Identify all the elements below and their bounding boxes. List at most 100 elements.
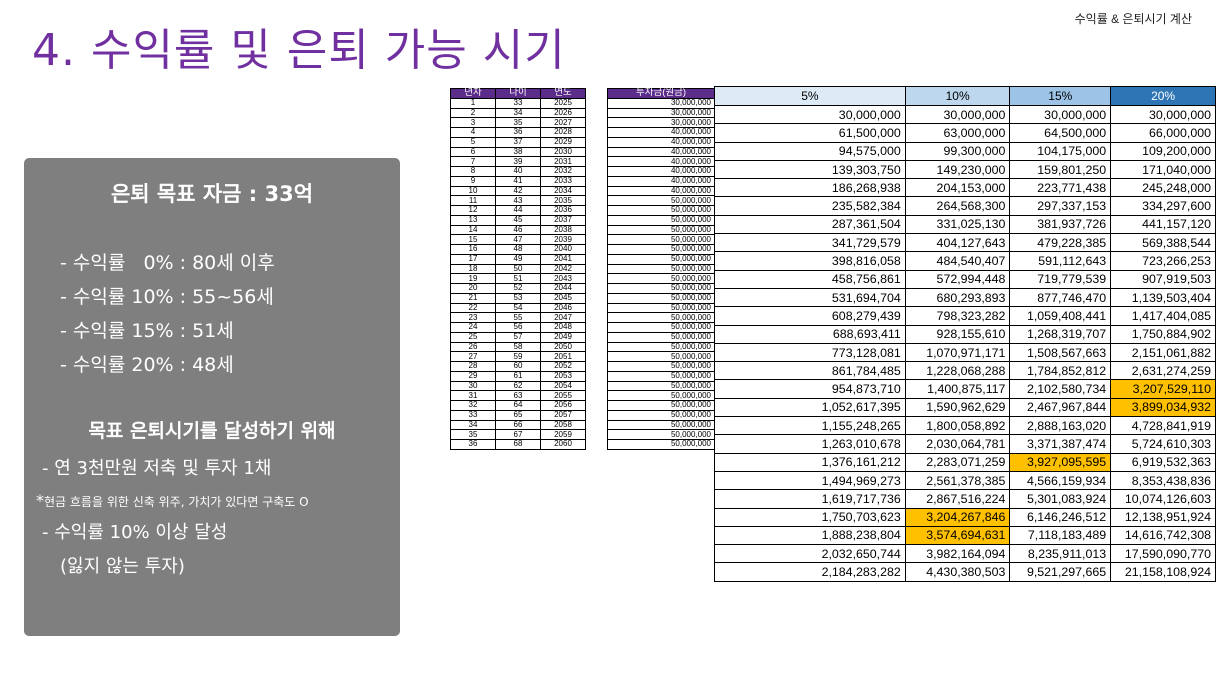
- year-cell: 2042: [540, 263, 586, 275]
- return-cell-20: 66,000,000: [1110, 123, 1216, 143]
- age-cell: 55: [495, 312, 541, 323]
- age-cell: 37: [495, 136, 541, 148]
- investment-row: 50,000,000: [607, 351, 715, 362]
- strategy-bullet-return: - 수익률 10% 이상 달성: [42, 522, 228, 543]
- age-cell: 39: [495, 156, 541, 167]
- investment-cell: 40,000,000: [607, 127, 715, 138]
- return-cell-20: 441,157,120: [1110, 214, 1216, 235]
- age-cell: 34: [495, 107, 541, 119]
- investment-row: 50,000,000: [607, 409, 715, 421]
- return-cell-5: 1,888,238,804: [714, 525, 906, 546]
- return-cell-10: 3,204,267,846: [904, 507, 1011, 527]
- investment-row: 50,000,000: [607, 312, 715, 323]
- year-cell: 2037: [540, 214, 586, 226]
- return-row: 773,128,081 1,070,971,171 1,508,567,663 2,1…: [714, 342, 1216, 363]
- year-count-cell: 6: [450, 146, 496, 158]
- return-cell-20: 6,919,532,363: [1110, 452, 1216, 472]
- age-cell: 38: [495, 146, 541, 158]
- return-row: 1,888,238,804 3,574,694,631 7,118,183,489 1…: [714, 525, 1216, 546]
- strategy-note: *현금 흐름을 위한 신축 위주, 가치가 있다면 구축도 O: [36, 491, 309, 510]
- return-row: 1,494,969,273 2,561,378,385 4,566,159,934 8…: [714, 470, 1216, 491]
- timeline-row: 22 54 2046: [450, 302, 586, 314]
- age-cell: 40: [495, 166, 541, 177]
- age-cell: 51: [495, 273, 541, 284]
- age-cell: 60: [495, 361, 541, 372]
- investment-row: 40,000,000: [607, 127, 715, 138]
- investment-cell: 50,000,000: [607, 419, 715, 431]
- return-row: 2,184,283,282 4,430,380,503 9,521,297,665 2…: [714, 562, 1216, 582]
- investment-row: 50,000,000: [607, 283, 715, 294]
- investment-row: 50,000,000: [607, 390, 715, 401]
- return-cell-10: 331,025,130: [904, 214, 1011, 235]
- year-count-cell: 19: [450, 273, 496, 284]
- note-text: 현금 흐름을 위한 신축 위주, 가치가 있다면 구축도 O: [44, 495, 309, 509]
- timeline-row: 8 40 2032: [450, 166, 586, 177]
- return-row: 30,000,000 30,000,000 30,000,000 30,000,000: [714, 104, 1216, 125]
- return-row: 1,619,717,736 2,867,516,224 5,301,083,924 1…: [714, 489, 1216, 509]
- year-count-cell: 23: [450, 312, 496, 323]
- return-cell-15: 2,888,163,020: [1009, 416, 1112, 436]
- return-cell-15: 104,175,000: [1009, 141, 1112, 161]
- return-row: 287,361,504 331,025,130 381,937,726 441,157…: [714, 214, 1216, 235]
- return-cell-15: 6,146,246,512: [1009, 507, 1112, 527]
- year-cell: 2030: [540, 146, 586, 158]
- timeline-row: 36 68 2060: [450, 439, 586, 450]
- year-count-cell: 17: [450, 253, 496, 265]
- investment-row: 40,000,000: [607, 175, 715, 187]
- year-cell: 2036: [540, 205, 586, 216]
- return-cell-10: 572,994,448: [904, 269, 1011, 289]
- timeline-table: 년차 나이 연도 1 33 2025 2 34 2026 3 35 2027 4 36 2028 5 37…: [450, 88, 586, 450]
- year-cell: 2050: [540, 341, 586, 353]
- return-cell-10: 30,000,000: [904, 104, 1011, 125]
- age-cell: 43: [495, 195, 541, 206]
- return-row: 1,155,248,265 1,800,058,892 2,888,163,020 4…: [714, 416, 1216, 436]
- year-cell: 2043: [540, 273, 586, 284]
- investment-cell: 50,000,000: [607, 253, 715, 265]
- return-cell-10: 149,230,000: [904, 159, 1011, 180]
- return-cell-20: 30,000,000: [1110, 104, 1216, 125]
- return-cell-20: 1,750,884,902: [1110, 324, 1216, 344]
- compound-return-table: 5% 10% 15% 20% 30,000,000 30,000,000 30,00…: [714, 86, 1216, 582]
- timeline-row: 12 44 2036: [450, 205, 586, 216]
- investment-cell: 50,000,000: [607, 409, 715, 421]
- investment-cell: 50,000,000: [607, 400, 715, 411]
- return-cell-5: 139,303,750: [714, 159, 906, 180]
- return-cell-20: 2,151,061,882: [1110, 342, 1216, 363]
- strategy-heading: 목표 은퇴시기를 달성하기 위해: [88, 420, 336, 442]
- timeline-row: 33 65 2057: [450, 409, 586, 421]
- investment-cell: 50,000,000: [607, 322, 715, 333]
- timeline-row: 15 47 2039: [450, 234, 586, 245]
- year-count-cell: 12: [450, 205, 496, 216]
- return-row: 61,500,000 63,000,000 64,500,000 66,000,000: [714, 123, 1216, 143]
- age-cell: 42: [495, 185, 541, 197]
- age-cell: 53: [495, 292, 541, 304]
- return-cell-10: 404,127,643: [904, 233, 1011, 253]
- return-cell-10: 1,800,058,892: [904, 416, 1011, 436]
- return-row: 94,575,000 99,300,000 104,175,000 109,200,0…: [714, 141, 1216, 161]
- return-cell-20: 14,616,742,308: [1110, 525, 1216, 546]
- return-cell-20: 2,631,274,259: [1110, 361, 1216, 381]
- investment-row: 50,000,000: [607, 224, 715, 236]
- investment-row: 50,000,000: [607, 273, 715, 284]
- year-cell: 2039: [540, 234, 586, 245]
- year-count-cell: 31: [450, 390, 496, 401]
- col-header-rate-15: 15%: [1009, 86, 1112, 106]
- year-count-cell: 30: [450, 380, 496, 392]
- age-cell: 64: [495, 400, 541, 411]
- year-count-cell: 13: [450, 214, 496, 226]
- return-cell-15: 5,301,083,924: [1009, 489, 1112, 509]
- return-cell-5: 235,582,384: [714, 196, 906, 216]
- investment-row: 40,000,000: [607, 156, 715, 167]
- age-cell: 57: [495, 331, 541, 343]
- investment-row: 40,000,000: [607, 185, 715, 197]
- investment-row: 50,000,000: [607, 322, 715, 333]
- investment-cell: 40,000,000: [607, 136, 715, 148]
- investment-cell: 50,000,000: [607, 380, 715, 392]
- return-cell-20: 5,724,610,303: [1110, 434, 1216, 454]
- return-cell-10: 1,400,875,117: [904, 379, 1011, 399]
- return-cell-10: 2,030,064,781: [904, 434, 1011, 454]
- investment-row: 30,000,000: [607, 117, 715, 128]
- investment-row: 40,000,000: [607, 146, 715, 158]
- year-count-cell: 5: [450, 136, 496, 148]
- year-cell: 2038: [540, 224, 586, 236]
